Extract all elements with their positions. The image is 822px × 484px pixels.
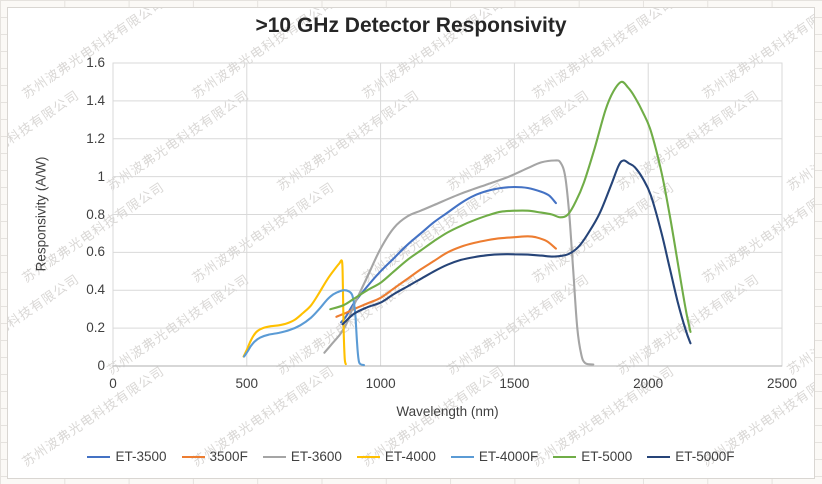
legend-label: 3500F [209,449,248,464]
legend-label: ET-5000 [581,449,633,464]
legend-item-3500F[interactable]: 3500F [181,449,248,465]
plot-area [112,62,783,367]
legend-item-ET-5000F[interactable]: ET-5000F [647,449,735,465]
y-axis-title: Responsivity (A/W) [33,156,49,272]
legend-label: ET-3600 [290,449,342,464]
series-line-ET-4000F[interactable] [243,289,366,367]
series-line-3500F[interactable] [335,235,557,318]
legend-line-swatch [262,455,286,459]
x-tick-label: 2500 [766,376,798,391]
x-tick-label: 2000 [633,376,664,391]
y-tick-label: 0.6 [86,244,105,260]
legend-label: ET-4000 [384,449,436,464]
chart-legend: ET-3500 3500F ET-3600 ET-4000 ET-4000F ET-500… [8,449,814,465]
x-tick-label: 1500 [499,376,530,391]
y-tick-label: 0.8 [86,206,105,222]
series-line-ET-4000[interactable] [242,259,347,366]
legend-item-ET-3500[interactable]: ET-3500 [87,449,167,465]
legend-line-swatch [356,455,380,459]
legend-item-ET-4000[interactable]: ET-4000 [356,449,436,465]
chart-area[interactable]: 苏州波弗光电科技有限公司 苏州波弗光电科技有限公司 苏州波弗光电科技有限公司 苏州波弗… [7,7,815,479]
legend-label: ET-3500 [115,449,167,464]
x-tick-label: 500 [235,376,259,391]
x-tick-label: 0 [109,376,117,391]
series-line-ET-5000F[interactable] [341,159,692,345]
y-tick-label: 0.2 [86,320,105,336]
y-tick-label: 1.6 [86,55,105,70]
legend-line-swatch [450,455,474,459]
chart-title: >10 GHz Detector Responsivity [255,14,567,37]
legend-label: ET-5000F [675,449,735,464]
legend-line-swatch [87,455,111,459]
series-line-ET-3600[interactable] [323,159,595,366]
legend-line-swatch [181,455,205,459]
series-line-ET-5000[interactable] [329,80,692,333]
legend-line-swatch [647,455,671,459]
legend-label: ET-4000F [478,449,539,464]
legend-item-ET-4000F[interactable]: ET-4000F [450,449,539,465]
y-tick-label: 1.2 [86,130,105,146]
y-tick-label: 1 [97,168,105,184]
legend-line-swatch [553,455,577,459]
legend-item-ET-5000[interactable]: ET-5000 [553,449,632,465]
y-tick-label: 0.4 [86,282,105,298]
x-axis-title: Wavelength (nm) [396,404,499,419]
x-tick-label: 1000 [365,376,396,391]
legend-item-ET-3600[interactable]: ET-3600 [262,449,342,465]
series-line-ET-3500[interactable] [339,185,557,324]
y-tick-label: 0 [97,358,105,373]
y-tick-label: 1.4 [86,92,105,108]
